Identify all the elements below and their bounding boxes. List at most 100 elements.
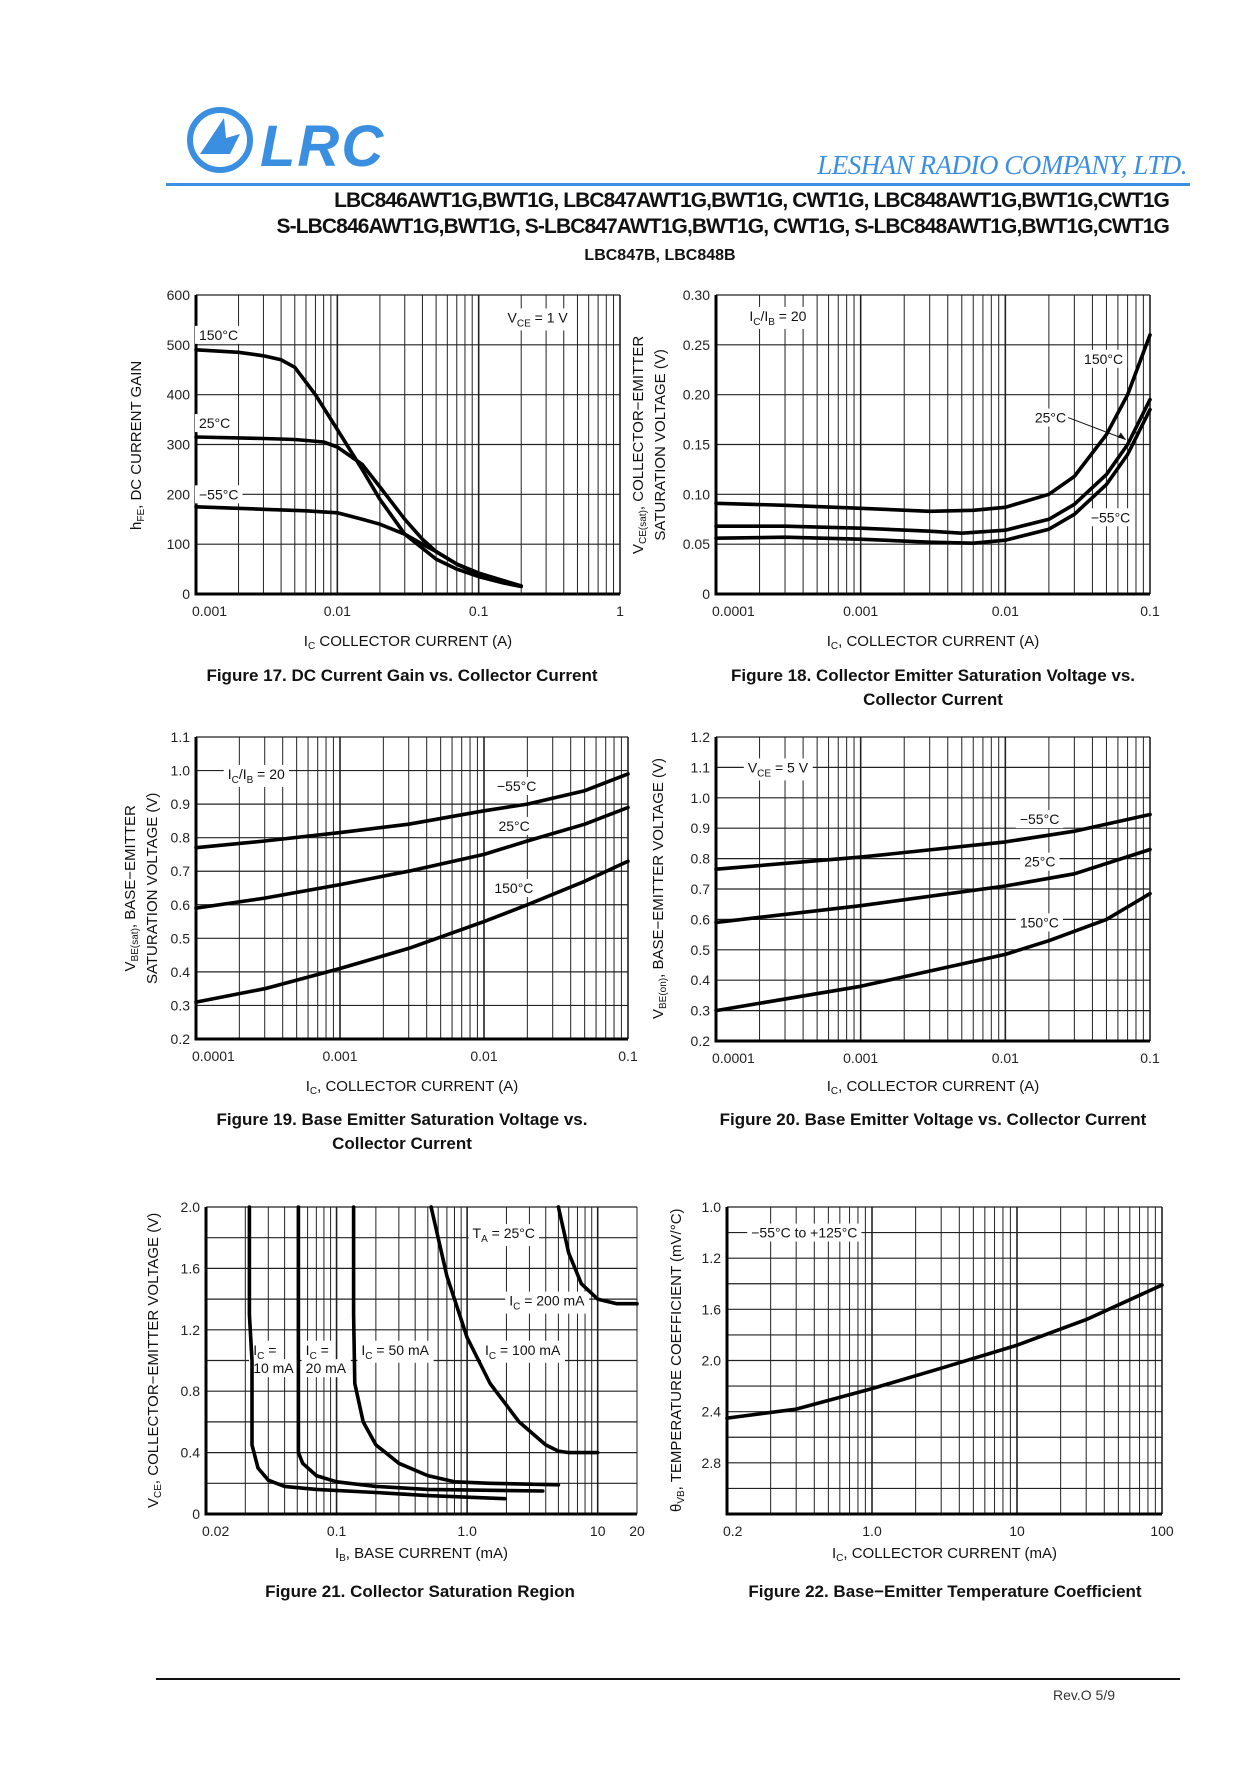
- annotation-background: [492, 776, 541, 795]
- y-tick-label: 0.15: [683, 437, 710, 453]
- annotation-background: [1030, 408, 1071, 427]
- annotation-background: [1020, 852, 1060, 871]
- series-line: [194, 772, 630, 850]
- y-tick-label: 0.7: [691, 881, 711, 897]
- y-tick-label: 0.5: [171, 930, 191, 946]
- annotation-background: [301, 1359, 351, 1378]
- series-line: [714, 847, 1152, 925]
- annotation-text: −55°C: [1091, 509, 1130, 525]
- annotation-subscript: C: [257, 1351, 264, 1362]
- y-tick-label: 0.8: [171, 830, 191, 846]
- figure-caption: Figure 21. Collector Saturation Region: [265, 1582, 575, 1601]
- annotation-label: IC = 50 mA: [361, 1342, 429, 1362]
- annotation-text: /I: [239, 766, 247, 782]
- annotation-label: 150°C: [1084, 351, 1123, 367]
- y-tick-label: 1.2: [691, 729, 711, 745]
- section-subtitle: LBC847B, LBC848B: [584, 247, 736, 264]
- x-tick-label: 0.01: [324, 603, 351, 619]
- annotation-subscript: C: [753, 317, 760, 328]
- y-tick-label: 1.6: [181, 1260, 201, 1276]
- annotation-label: −55°C to +125°C: [751, 1225, 857, 1241]
- y-tick-label: 0: [192, 1506, 200, 1522]
- annotation-text: = 1 V: [531, 309, 569, 325]
- y-tick-label: 1.6: [702, 1301, 722, 1317]
- annotation-text: = 20: [253, 766, 285, 782]
- annotation-background: [1015, 913, 1063, 932]
- y-tick-label: 600: [167, 287, 191, 303]
- annotation-subscript: C: [513, 1302, 520, 1313]
- annotation-label: IC =: [253, 1342, 276, 1362]
- annotation-background: [194, 325, 243, 344]
- annotation-text: T: [473, 1225, 482, 1241]
- annotation-text: I: [306, 1342, 310, 1358]
- annotation-background: [503, 308, 573, 331]
- annotation-label: IC = 100 mA: [485, 1342, 561, 1362]
- annotation-background: [505, 1291, 590, 1314]
- annotation-text: −55°C: [497, 778, 536, 794]
- annotation-text: 150°C: [494, 880, 533, 896]
- annotation-text: I: [749, 308, 753, 324]
- y-tick-label: 2.0: [702, 1353, 722, 1369]
- x-tick-label: 0.001: [843, 603, 878, 619]
- annotation-text: 25°C: [498, 818, 529, 834]
- y-tick-label: 0.30: [683, 287, 710, 303]
- y-tick-label: 0: [182, 586, 190, 602]
- y-tick-label: 0.9: [691, 820, 711, 836]
- series-line: [247, 1205, 507, 1501]
- y-tick-label: 1.1: [171, 729, 191, 745]
- x-tick-label: 0.0001: [712, 1050, 755, 1066]
- annotation-subscript: CE: [757, 768, 771, 779]
- x-tick-label: 1.0: [457, 1523, 477, 1539]
- x-axis-label: IC COLLECTOR CURRENT (A): [303, 633, 513, 652]
- annotation-text: 25°C: [1024, 854, 1055, 870]
- annotation-text: I: [253, 1342, 257, 1358]
- annotation-label: TA = 25°C: [473, 1225, 535, 1245]
- annotation-text: 150°C: [1020, 914, 1059, 930]
- y-tick-label: 1.0: [691, 790, 711, 806]
- annotation-background: [480, 1340, 565, 1363]
- y-tick-label: 0: [702, 586, 710, 602]
- annotation-subscript: B: [768, 317, 775, 328]
- x-tick-label: 0.0001: [712, 603, 755, 619]
- annotation-label: IC/IB = 20: [749, 308, 806, 328]
- y-tick-label: 100: [167, 536, 191, 552]
- annotation-label: VCE = 5 V: [748, 759, 809, 779]
- x-tick-label: 0.0001: [192, 1048, 235, 1064]
- annotation-label: −55°C: [199, 486, 238, 502]
- annotation-subscript: C: [365, 1351, 372, 1362]
- x-tick-label: 0.1: [1140, 1050, 1160, 1066]
- annotation-background: [743, 758, 813, 781]
- arrowhead-icon: [1117, 432, 1126, 440]
- lrc-logo: LRC: [187, 107, 385, 176]
- y-tick-label: 0.4: [171, 964, 191, 980]
- x-tick-label: 100: [1150, 1523, 1174, 1539]
- annotation-label: 25°C: [1024, 854, 1055, 870]
- logo-text: LRC: [260, 114, 385, 176]
- y-tick-label: 0.4: [181, 1445, 201, 1461]
- x-tick-label: 1: [616, 603, 624, 619]
- annotation-text: 150°C: [199, 327, 238, 343]
- x-tick-label: 0.2: [723, 1523, 743, 1539]
- series-line: [725, 1283, 1164, 1420]
- grid: [726, 1206, 1163, 1515]
- revision-page: Rev.O 5/9: [1053, 1687, 1115, 1703]
- x-tick-label: 0.1: [618, 1048, 638, 1064]
- y-tick-label: 1.2: [181, 1322, 201, 1338]
- figure-caption: Figure 20. Base Emitter Voltage vs. Coll…: [719, 1110, 1147, 1129]
- annotation-label: VCE = 1 V: [508, 309, 569, 329]
- y-tick-label: 0.3: [691, 1003, 711, 1019]
- series-line: [194, 859, 630, 1004]
- annotation-text: I: [509, 1293, 513, 1309]
- series-line: [714, 812, 1152, 871]
- x-axis-label: IB, BASE CURRENT (mA): [334, 1545, 509, 1564]
- annotation-background: [747, 1223, 862, 1242]
- y-tick-label: 0.7: [171, 863, 191, 879]
- annotation-arrow: [1067, 417, 1126, 440]
- annotation-text: I: [361, 1342, 365, 1358]
- annotation-subscript: C: [310, 1351, 317, 1362]
- y-tick-label: 0.6: [691, 911, 711, 927]
- annotation-subscript: A: [481, 1234, 488, 1245]
- annotation-background: [490, 879, 538, 897]
